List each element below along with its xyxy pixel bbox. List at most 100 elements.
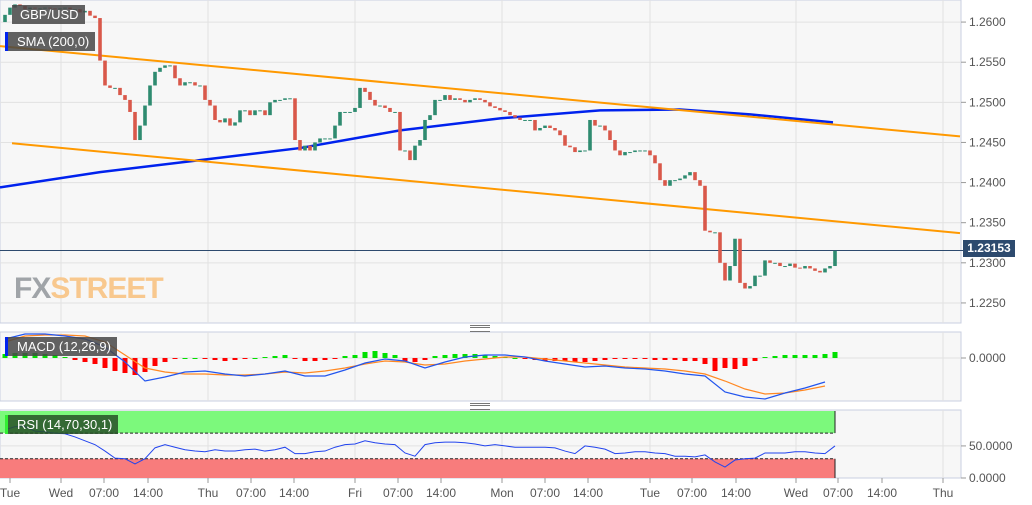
- candle: [318, 138, 322, 143]
- candle: [823, 268, 827, 273]
- candle: [588, 119, 592, 151]
- candle: [293, 98, 297, 141]
- macd-histogram-bar: [292, 358, 298, 359]
- macd-histogram-bar: [492, 356, 498, 358]
- macd-histogram-bar: [462, 354, 468, 358]
- macd-histogram-bar: [42, 354, 48, 358]
- instrument-legend[interactable]: GBP/USD: [12, 5, 85, 24]
- y-tick-label: 1.2250: [969, 296, 1006, 310]
- candle: [828, 266, 832, 269]
- candle: [813, 268, 817, 271]
- macd-legend[interactable]: MACD (12,26,9): [5, 337, 117, 356]
- macd-histogram-bar: [612, 358, 618, 359]
- candle: [623, 152, 627, 156]
- sma-200-line: [0, 108, 834, 189]
- candle: [538, 127, 542, 131]
- macd-histogram-bar: [52, 355, 58, 358]
- macd-histogram-bar: [582, 358, 588, 362]
- macd-histogram-bar: [402, 358, 408, 361]
- sma-legend[interactable]: SMA (200,0): [5, 32, 96, 51]
- rsi-legend[interactable]: RSI (14,70,30,1): [5, 415, 119, 434]
- macd-histogram-bar: [642, 358, 648, 359]
- macd-histogram-bar: [212, 358, 218, 360]
- candle: [353, 107, 357, 112]
- candle: [738, 238, 742, 283]
- candle: [613, 140, 617, 151]
- candle: [3, 14, 7, 23]
- macd-histogram-bar: [352, 355, 358, 358]
- macd-histogram-bar: [572, 358, 578, 362]
- candle: [233, 122, 237, 126]
- macd-histogram-bar: [182, 358, 188, 359]
- x-tick-label: Wed: [784, 486, 808, 500]
- macd-histogram-bar: [222, 358, 228, 361]
- candle: [553, 127, 557, 131]
- macd-histogram-bar: [122, 358, 128, 373]
- candle: [93, 15, 97, 19]
- candle: [363, 87, 367, 92]
- macd-histogram-bar: [332, 358, 338, 359]
- macd-histogram-bar: [132, 358, 138, 375]
- candle: [343, 111, 347, 113]
- candle: [503, 110, 507, 112]
- macd-histogram-bar: [442, 355, 448, 358]
- candle: [348, 111, 352, 113]
- macd-histogram-bar: [392, 355, 398, 358]
- macd-histogram-bar: [772, 356, 778, 358]
- macd-histogram-bar: [112, 358, 118, 371]
- x-tick-label: 07:00: [383, 486, 413, 500]
- macd-histogram-bar: [72, 358, 78, 360]
- macd-histogram-bar: [232, 358, 238, 360]
- candle: [163, 65, 167, 68]
- candle: [473, 98, 477, 100]
- candle: [688, 172, 692, 176]
- candle: [203, 85, 207, 100]
- panel-background-0: [0, 0, 962, 324]
- macd-histogram-bar: [622, 358, 628, 359]
- candle: [208, 99, 212, 106]
- macd-histogram-bar: [732, 358, 738, 369]
- candle: [743, 282, 747, 289]
- candle: [583, 150, 587, 152]
- candle: [633, 150, 637, 153]
- candle: [223, 118, 227, 123]
- candle: [523, 119, 527, 121]
- candle: [693, 172, 697, 181]
- candle: [168, 65, 172, 67]
- macd-histogram-bar: [202, 358, 208, 359]
- candle: [638, 150, 642, 152]
- macd-histogram-bar: [512, 358, 518, 359]
- macd-histogram-bar: [342, 356, 348, 358]
- macd-histogram-bar: [252, 358, 258, 359]
- candle: [263, 110, 267, 116]
- candle: [748, 286, 752, 289]
- candle: [173, 65, 177, 79]
- candle: [253, 110, 257, 116]
- candle: [428, 115, 432, 120]
- candle: [648, 150, 652, 156]
- candle: [658, 163, 662, 181]
- macd-histogram-bar: [372, 351, 378, 358]
- panel-resize-handle-macd[interactable]: [470, 325, 490, 332]
- candle: [768, 260, 772, 263]
- x-tick-label: 14:00: [133, 486, 163, 500]
- macd-histogram-bar: [752, 358, 758, 361]
- candle: [573, 147, 577, 153]
- candle: [458, 98, 462, 100]
- candle: [698, 180, 702, 186]
- macd-histogram-bar: [322, 358, 328, 360]
- macd-histogram-bar: [142, 358, 148, 372]
- rsi-y-tick-label: 50.0000: [969, 439, 1013, 453]
- candle: [488, 102, 492, 107]
- candle: [578, 150, 582, 153]
- sma-label: SMA (200,0): [17, 34, 90, 49]
- candle: [618, 150, 622, 156]
- y-tick-label: 1.2550: [969, 55, 1006, 69]
- x-tick-label: 07:00: [823, 486, 853, 500]
- macd-histogram-bar: [802, 355, 808, 358]
- candle: [123, 95, 127, 100]
- candle: [798, 267, 802, 269]
- candle: [498, 107, 502, 111]
- panel-resize-handle-rsi[interactable]: [470, 403, 490, 410]
- candle: [213, 105, 217, 120]
